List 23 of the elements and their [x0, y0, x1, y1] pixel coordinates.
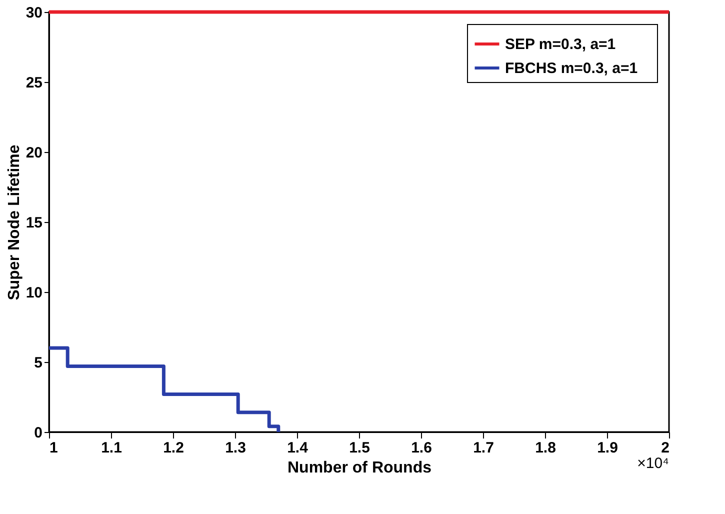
y-tick-label: 15 [26, 214, 42, 232]
x-tick-label: 1.4 [287, 440, 309, 456]
x-tick-label: 1.7 [473, 440, 494, 456]
x-tick-label: 1.8 [535, 440, 556, 456]
x-axis-title: Number of Rounds [288, 460, 432, 476]
legend-label: SEP m=0.3, a=1 [505, 36, 616, 53]
x-tick-label: 1.5 [349, 440, 370, 456]
x-tick-label: 1 [50, 440, 58, 456]
x-tick-label: 1.1 [101, 440, 122, 456]
y-axis-title: Super Node Lifetime [6, 144, 23, 300]
x-tick-label: 1.6 [411, 440, 432, 456]
y-tick-label: 25 [26, 74, 42, 92]
legend-label: FBCHS m=0.3, a=1 [505, 60, 638, 77]
y-tick-label: 10 [26, 284, 42, 302]
text: ×10⁴ [637, 455, 669, 472]
y-tick-label: 30 [26, 4, 42, 22]
y-tick-label: 0 [34, 424, 42, 442]
x-tick-label: 1.3 [225, 440, 246, 456]
x-tick-label: 1.9 [597, 440, 618, 456]
x-tick-label: 2 [661, 440, 670, 456]
y-tick-label: 20 [26, 144, 42, 162]
y-tick-label: 5 [34, 354, 42, 372]
x-tick-label: 1.2 [163, 440, 184, 456]
